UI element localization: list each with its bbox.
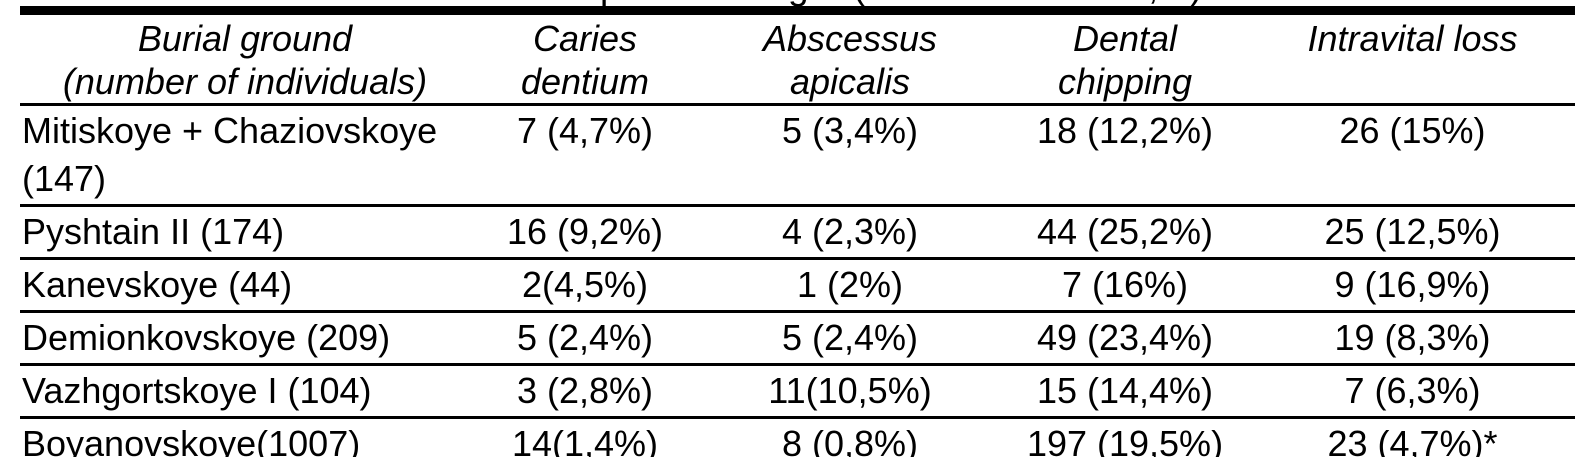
cell-caries: 14(1,4%) bbox=[511, 423, 659, 457]
clipped-caption-fragment: ) bbox=[1190, 0, 1202, 5]
cell-loss: 26 (15%) bbox=[1339, 110, 1486, 151]
clipped-caption-fragment: ( bbox=[853, 0, 865, 5]
cell-abscessus: 5 (2,4%) bbox=[781, 317, 919, 358]
table-row: Boyanovskoye(1007) 14(1,4%) 8 (0,8%) 197… bbox=[20, 418, 1575, 457]
clipped-caption-fragment: g bbox=[788, 0, 809, 5]
cell-abscessus: 4 (2,3%) bbox=[781, 211, 919, 252]
header-cell-dental-chipping: Dental chipping bbox=[1000, 11, 1250, 105]
cell-burial-ground: Vazhgortskoye I (104) bbox=[22, 370, 372, 411]
table-row: Demionkovskoye (209) 5 (2,4%) 5 (2,4%) 4… bbox=[20, 312, 1575, 365]
header-cell-caries-dentium: Caries dentium bbox=[470, 11, 700, 105]
cell-chipping: 18 (12,2%) bbox=[1036, 110, 1214, 151]
cell-caries: 7 (4,7%) bbox=[516, 110, 654, 151]
header-line: dentium bbox=[520, 61, 650, 102]
cell-abscessus: 11(10,5%) bbox=[768, 370, 932, 411]
cell-abscessus: 5 (3,4%) bbox=[781, 110, 919, 151]
cell-burial-ground: Kanevskoye (44) bbox=[22, 264, 293, 305]
header-line: apicalis bbox=[789, 61, 911, 102]
clipped-caption-fragment: , bbox=[1148, 0, 1158, 5]
cell-chipping: 15 (14,4%) bbox=[1036, 370, 1214, 411]
cell-caries: 2(4,5%) bbox=[521, 264, 649, 305]
table-row: Pyshtain II (174) 16 (9,2%) 4 (2,3%) 44 … bbox=[20, 206, 1575, 259]
cell-loss: 9 (16,9%) bbox=[1334, 264, 1491, 305]
cell-burial-ground: Mitiskoye + Chaziovskoye (147) bbox=[22, 110, 438, 199]
header-line: Burial ground bbox=[137, 18, 353, 59]
dental-pathology-table: Burial ground (number of individuals) Ca… bbox=[20, 6, 1575, 457]
cell-burial-ground: Boyanovskoye(1007) bbox=[22, 423, 361, 457]
cell-burial-ground: Demionkovskoye (209) bbox=[22, 317, 391, 358]
header-cell-abscessus-apicalis: Abscessus apicalis bbox=[700, 11, 1000, 105]
cell-chipping: 197 (19,5%) bbox=[1026, 423, 1224, 457]
clipped-caption-fragment: p bbox=[600, 0, 621, 5]
table-row: Kanevskoye (44) 2(4,5%) 1 (2%) 7 (16%) 9… bbox=[20, 259, 1575, 312]
header-line: (number of individuals) bbox=[62, 61, 428, 102]
header-line: Intravital loss bbox=[1307, 18, 1518, 59]
cell-chipping: 49 (23,4%) bbox=[1036, 317, 1214, 358]
cell-caries: 3 (2,8%) bbox=[516, 370, 654, 411]
cell-chipping: 44 (25,2%) bbox=[1036, 211, 1214, 252]
header-row: Burial ground (number of individuals) Ca… bbox=[20, 11, 1575, 105]
cell-loss: 7 (6,3%) bbox=[1344, 370, 1481, 411]
header-line: Caries bbox=[532, 18, 638, 59]
header-line: chipping bbox=[1057, 61, 1193, 102]
header-line: Dental bbox=[1072, 18, 1178, 59]
table-row: Mitiskoye + Chaziovskoye (147) 7 (4,7%) … bbox=[20, 105, 1575, 206]
cell-loss: 23 (4,7%)* bbox=[1327, 423, 1498, 457]
table-row: Vazhgortskoye I (104) 3 (2,8%) 11(10,5%)… bbox=[20, 365, 1575, 418]
cell-burial-ground: Pyshtain II (174) bbox=[22, 211, 285, 252]
cell-abscessus: 8 (0,8%) bbox=[781, 423, 919, 457]
cell-loss: 25 (12,5%) bbox=[1324, 211, 1501, 252]
cell-chipping: 7 (16%) bbox=[1061, 264, 1189, 305]
cell-abscessus: 1 (2%) bbox=[796, 264, 904, 305]
header-cell-intravital-loss: Intravital loss bbox=[1250, 11, 1575, 105]
header-cell-burial-ground: Burial ground (number of individuals) bbox=[20, 11, 470, 105]
cell-caries: 16 (9,2%) bbox=[506, 211, 664, 252]
clipped-caption-line: p g ( , ) bbox=[0, 0, 1595, 6]
header-line: Abscessus bbox=[762, 18, 938, 59]
cell-caries: 5 (2,4%) bbox=[516, 317, 654, 358]
cell-loss: 19 (8,3%) bbox=[1334, 317, 1491, 358]
